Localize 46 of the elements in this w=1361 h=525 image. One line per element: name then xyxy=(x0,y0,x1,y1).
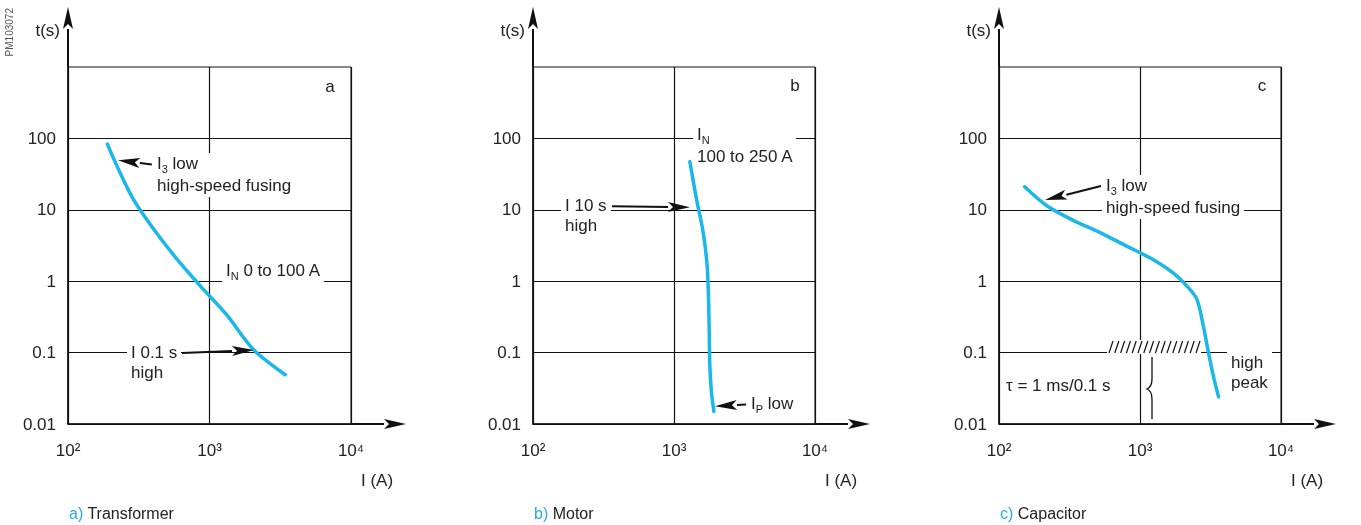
y-tick-label: 100 xyxy=(492,128,521,148)
y-tick-label: 1 xyxy=(46,271,56,291)
annotation: I$_{N}$ 0 to 100 A xyxy=(222,260,324,285)
y-tick-label: 10 xyxy=(968,200,987,220)
y-tick-label: 1 xyxy=(977,271,987,291)
annotation: I 10 s high xyxy=(561,195,611,237)
annotation: b xyxy=(780,71,810,101)
y-tick-label: 10 xyxy=(37,200,56,220)
y-tick-label: 0.01 xyxy=(953,414,987,434)
text: c) Capacitor xyxy=(1000,504,1087,522)
x-tick-label: 10³ xyxy=(1127,441,1153,460)
y-tick-label: 0.1 xyxy=(497,343,521,363)
annotation: I$_{3}$ low high-speed fusing xyxy=(1102,175,1245,219)
y-tick-label: 0.01 xyxy=(22,414,56,434)
text: a) Transformer xyxy=(69,504,175,522)
annotation: I 0.1 s high xyxy=(127,342,182,384)
x-tick-label: 10⁴ xyxy=(801,441,829,460)
x-tick-label: 10⁴ xyxy=(1267,441,1295,460)
annotation: I$_{N}$ 100 to 250 A xyxy=(693,124,797,168)
y-tick-label: 0.01 xyxy=(487,414,521,434)
x-tick-label: 10³ xyxy=(197,441,223,460)
y-tick-label: 0.1 xyxy=(32,343,56,363)
y-axis-title: t(s) xyxy=(966,21,991,40)
annotation: τ = 1 ms/0.1 s xyxy=(1002,375,1115,397)
y-tick-label: 1 xyxy=(511,271,521,291)
annotation: c xyxy=(1247,71,1277,101)
y-axis-title: t(s) xyxy=(500,21,525,40)
x-tick-label: 10² xyxy=(55,441,81,460)
text: PM103072 xyxy=(4,8,16,57)
x-tick-label: 10² xyxy=(520,441,546,460)
x-axis-title: I (A) xyxy=(825,471,858,490)
x-tick-label: 10⁴ xyxy=(337,441,365,460)
x-tick-label: 10³ xyxy=(661,441,687,460)
text: b) Motor xyxy=(534,504,595,522)
x-tick-label: 10² xyxy=(986,441,1012,460)
y-tick-label: 100 xyxy=(27,128,56,148)
annotation: I$_{3}$ low high-speed fusing xyxy=(153,153,296,197)
x-axis-title: I (A) xyxy=(361,471,394,490)
annotation: high peak xyxy=(1227,352,1272,394)
annotation: a xyxy=(315,72,345,102)
x-axis-title: I (A) xyxy=(1291,471,1324,490)
y-tick-label: 10 xyxy=(502,200,521,220)
y-axis-title: t(s) xyxy=(35,21,60,40)
y-tick-label: 100 xyxy=(958,128,987,148)
y-tick-label: 0.1 xyxy=(963,343,987,363)
annotation: I$_{P}$ low xyxy=(747,393,798,418)
